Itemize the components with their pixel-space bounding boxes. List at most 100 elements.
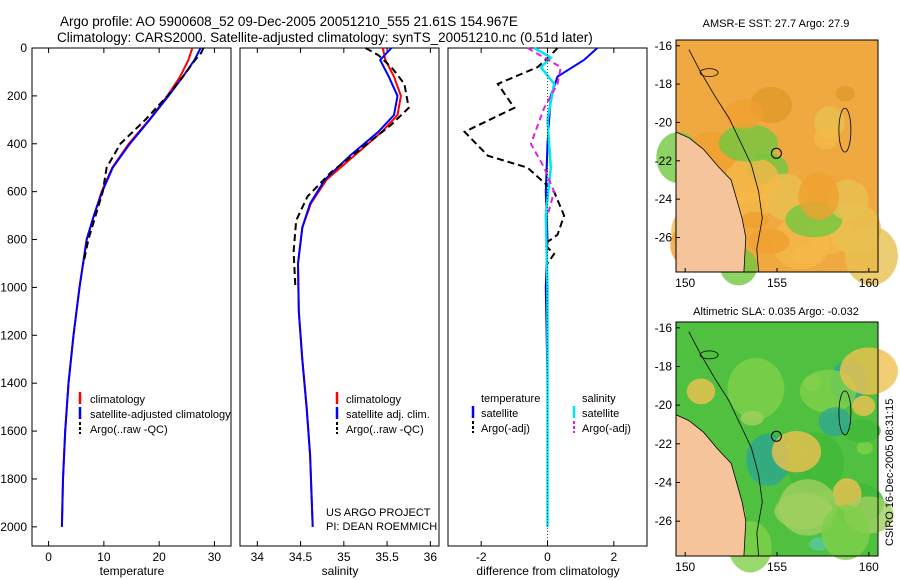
field-patch	[798, 172, 840, 220]
x-tick-label: 34	[251, 550, 265, 564]
sst-map: AMSR-E SST: 27.7 Argo: 27.9 150 155 160 -16…	[655, 18, 898, 290]
reef-contour	[699, 68, 719, 77]
legend-climatology-label: climatology	[346, 394, 402, 406]
map-x-tick-label: 160	[859, 276, 879, 290]
salinity-series	[292, 47, 410, 527]
legend-argo-label: Argo(..raw -QC)	[346, 424, 424, 436]
map-x-tick-label: 155	[767, 560, 787, 574]
series-satellite-adj-clim	[296, 47, 399, 527]
map-y-tick-label: -16	[655, 321, 673, 335]
field-patch	[839, 347, 898, 395]
difference-legend: temperature salinity satellite Argo(-adj…	[471, 393, 631, 435]
field-patch	[844, 226, 898, 286]
temperature-legend: climatology satellite-adjusted climatolo…	[78, 392, 231, 436]
y-tick-label: 1200	[0, 328, 27, 342]
map-y-tick-label: -26	[655, 514, 673, 528]
x-tick-label: 0	[544, 550, 551, 564]
sla-map: Altimetric SLA: 0.035 Argo: -0.032 150 15…	[655, 306, 898, 574]
y-tick-label: 2000	[0, 520, 27, 534]
y-tick-label: 1800	[0, 472, 27, 486]
profile-location-marker	[770, 430, 782, 442]
field-patch	[818, 407, 852, 437]
credit-pi: PI: DEAN ROEMMICH	[326, 521, 437, 533]
sst-field	[656, 49, 898, 286]
legend-temperature-header: temperature	[481, 393, 540, 405]
field-patch	[748, 228, 790, 255]
field-patch	[835, 85, 855, 102]
field-patch	[821, 504, 870, 560]
map-y-tick-label: -20	[655, 398, 673, 412]
legend-climatology-label: climatology	[90, 394, 146, 406]
difference-axis-ticks: -2 0 2	[476, 48, 617, 564]
x-tick-label: 20	[152, 550, 166, 564]
sst-map-axes: 150 155 160 -16 -18 -20 -22 -24 -26	[655, 39, 879, 290]
difference-series	[462, 46, 598, 546]
salinity-panel: 34 34.5 35 35.5 36 salinity climatology sate…	[239, 47, 440, 578]
sla-map-axes: 150 155 160 -16 -18 -20 -22 -24 -26	[655, 321, 879, 574]
series-argo-raw-qc	[292, 47, 410, 288]
temperature-axes-box	[31, 47, 232, 547]
map-y-tick-label: -18	[655, 359, 673, 373]
sst-map-title: AMSR-E SST: 27.7 Argo: 27.9	[703, 18, 850, 30]
temperature-xlabel: temperature	[100, 564, 165, 578]
map-x-tick-label: 155	[767, 276, 787, 290]
map-y-tick-label: -22	[655, 154, 673, 168]
map-y-tick-label: -24	[655, 476, 673, 490]
x-tick-label: 34.5	[289, 550, 313, 564]
map-x-tick-label: 150	[675, 560, 695, 574]
map-y-tick-label: -22	[655, 437, 673, 451]
field-patch	[813, 126, 839, 150]
y-tick-label: 1600	[0, 424, 27, 438]
legend-satellite-label: satellite adj. clim.	[346, 409, 430, 421]
y-tick-label: 400	[7, 137, 27, 151]
difference-panel: -2 0 2 difference from climatology tempera…	[447, 46, 648, 578]
x-tick-label: 2	[610, 550, 617, 564]
field-patch	[686, 378, 716, 405]
map-y-tick-label: -24	[655, 192, 673, 206]
legend-sal-satellite-label: satellite	[582, 408, 619, 420]
map-y-tick-label: -18	[655, 77, 673, 91]
map-y-tick-label: -26	[655, 230, 673, 244]
reef-contour	[699, 350, 719, 360]
map-y-tick-label: -16	[655, 39, 673, 53]
shelf-contour	[688, 49, 763, 273]
x-tick-label: 35.5	[375, 550, 399, 564]
field-patch	[725, 157, 780, 204]
field-patch	[852, 395, 876, 416]
difference-xlabel: difference from climatology	[476, 564, 619, 578]
y-tick-label: 600	[7, 185, 27, 199]
series-argo-raw-qc	[82, 47, 205, 264]
legend-salinity-header: salinity	[582, 393, 616, 405]
salinity-xlabel: salinity	[322, 564, 359, 578]
salinity-axis-ticks: 34 34.5 35 35.5 36	[251, 48, 438, 564]
field-patch	[799, 369, 857, 413]
x-tick-label: 35	[337, 550, 351, 564]
legend-temp-satellite-label: satellite	[481, 408, 518, 420]
title-line-1: Argo profile: AO 5900608_52 09-Dec-2005 …	[60, 14, 518, 29]
field-patch	[856, 441, 873, 455]
y-tick-label: 200	[7, 89, 27, 103]
x-tick-label: 36	[424, 550, 438, 564]
field-patch	[778, 479, 838, 536]
temperature-axis-ticks: 0 10 20 30	[45, 48, 221, 564]
map-x-tick-label: 160	[859, 560, 879, 574]
field-patch	[741, 211, 769, 229]
field-patch	[724, 99, 764, 129]
map-y-tick-label: -20	[655, 115, 673, 129]
sla-map-title: Altimetric SLA: 0.035 Argo: -0.032	[693, 306, 859, 318]
x-tick-label: 30	[208, 550, 222, 564]
temperature-panel: 0 200 400 600 800 1000 1200 1400 1600 1800 2000 0 1…	[0, 41, 232, 578]
salinity-legend: climatology satellite adj. clim. Argo(..…	[335, 392, 430, 436]
y-tick-label: 1400	[0, 376, 27, 390]
field-patch	[740, 410, 764, 426]
sla-field	[675, 331, 898, 573]
credit-project: US ARGO PROJECT	[326, 507, 431, 519]
seamount-contour	[838, 390, 852, 436]
salinity-axes-box	[239, 47, 440, 547]
field-patch	[842, 419, 881, 443]
field-patch	[727, 358, 785, 420]
legend-temp-argo-label: Argo(-adj)	[481, 423, 530, 435]
field-patch	[718, 124, 779, 162]
profile-location-marker	[770, 147, 782, 159]
